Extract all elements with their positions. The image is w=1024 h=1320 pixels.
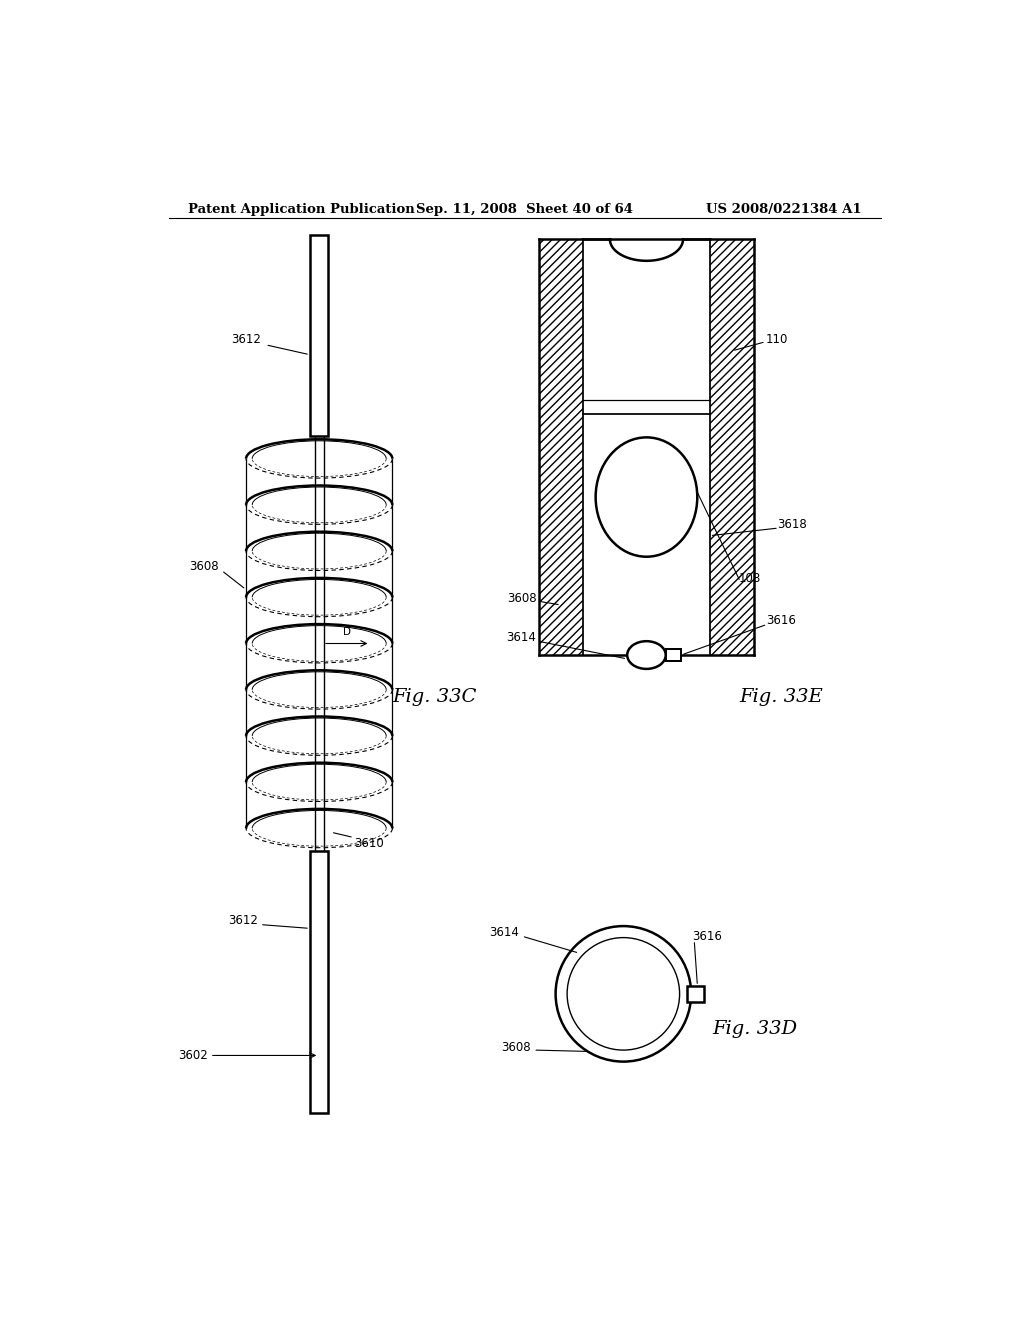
Circle shape [556, 927, 691, 1061]
Text: Sep. 11, 2008  Sheet 40 of 64: Sep. 11, 2008 Sheet 40 of 64 [417, 203, 633, 216]
Text: 3614: 3614 [507, 631, 537, 644]
Text: 3602: 3602 [178, 1049, 208, 1063]
Circle shape [567, 937, 680, 1051]
Ellipse shape [628, 642, 666, 669]
Text: 3608: 3608 [507, 593, 537, 606]
Text: Fig. 33C: Fig. 33C [392, 689, 477, 706]
Text: Fig. 33D: Fig. 33D [712, 1019, 797, 1038]
Bar [710, 239, 755, 655]
Bar [539, 239, 584, 655]
Text: 3616: 3616 [692, 929, 723, 942]
Text: 3608: 3608 [502, 1041, 531, 1055]
Text: Fig. 33E: Fig. 33E [739, 689, 822, 706]
Ellipse shape [596, 437, 697, 557]
Text: 3614: 3614 [489, 925, 519, 939]
Text: Patent Application Publication: Patent Application Publication [188, 203, 415, 216]
Text: 108: 108 [739, 572, 761, 585]
Text: 3612: 3612 [231, 333, 261, 346]
Text: D: D [343, 627, 351, 638]
Bar [310, 235, 329, 436]
Text: 3618: 3618 [777, 517, 807, 531]
Text: 3608: 3608 [189, 560, 219, 573]
Text: 3616: 3616 [766, 614, 796, 627]
Bar [666, 649, 681, 661]
Text: US 2008/0221384 A1: US 2008/0221384 A1 [707, 203, 862, 216]
Text: 3612: 3612 [227, 915, 258, 927]
Bar [310, 851, 329, 1113]
Bar [539, 239, 584, 655]
Text: 110: 110 [766, 333, 788, 346]
Text: 3610: 3610 [354, 837, 384, 850]
Bar [687, 986, 705, 1002]
